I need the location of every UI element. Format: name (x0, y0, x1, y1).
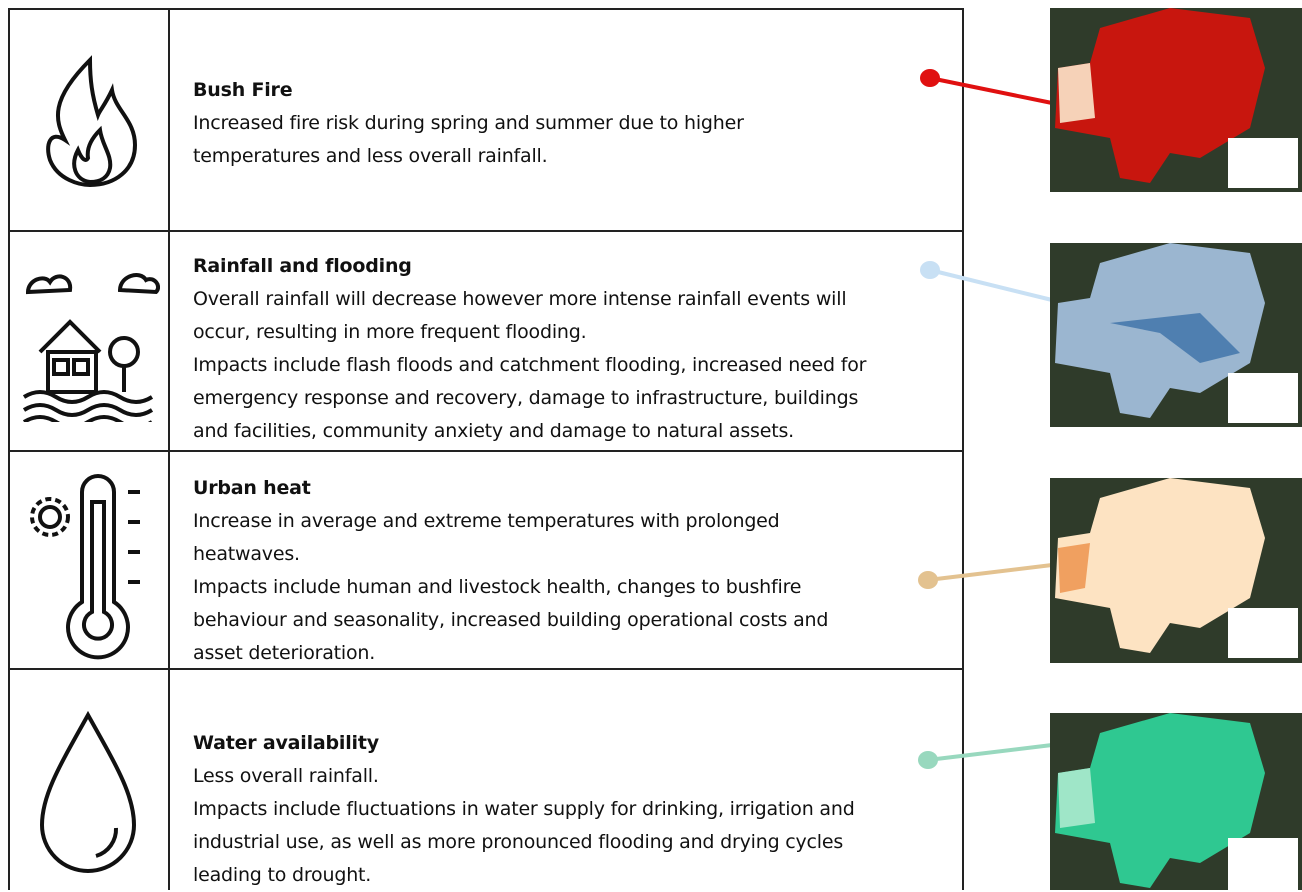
map-image (1050, 8, 1302, 192)
connector (930, 78, 1052, 103)
bushfire-map (1050, 8, 1302, 192)
connector (928, 565, 1052, 580)
map-image (1050, 243, 1302, 427)
connector-dot (918, 571, 938, 589)
connector-dot (920, 69, 940, 87)
map-image (1050, 713, 1302, 890)
connector-dot (920, 261, 940, 279)
connector (930, 270, 1052, 300)
map-image (1050, 478, 1302, 663)
connector-dot (918, 751, 938, 769)
water-map (1050, 713, 1302, 890)
flood-map (1050, 243, 1302, 427)
page: Bush Fire Increased fire risk during spr… (0, 0, 1302, 890)
heat-map (1050, 478, 1302, 663)
connector (928, 745, 1052, 760)
